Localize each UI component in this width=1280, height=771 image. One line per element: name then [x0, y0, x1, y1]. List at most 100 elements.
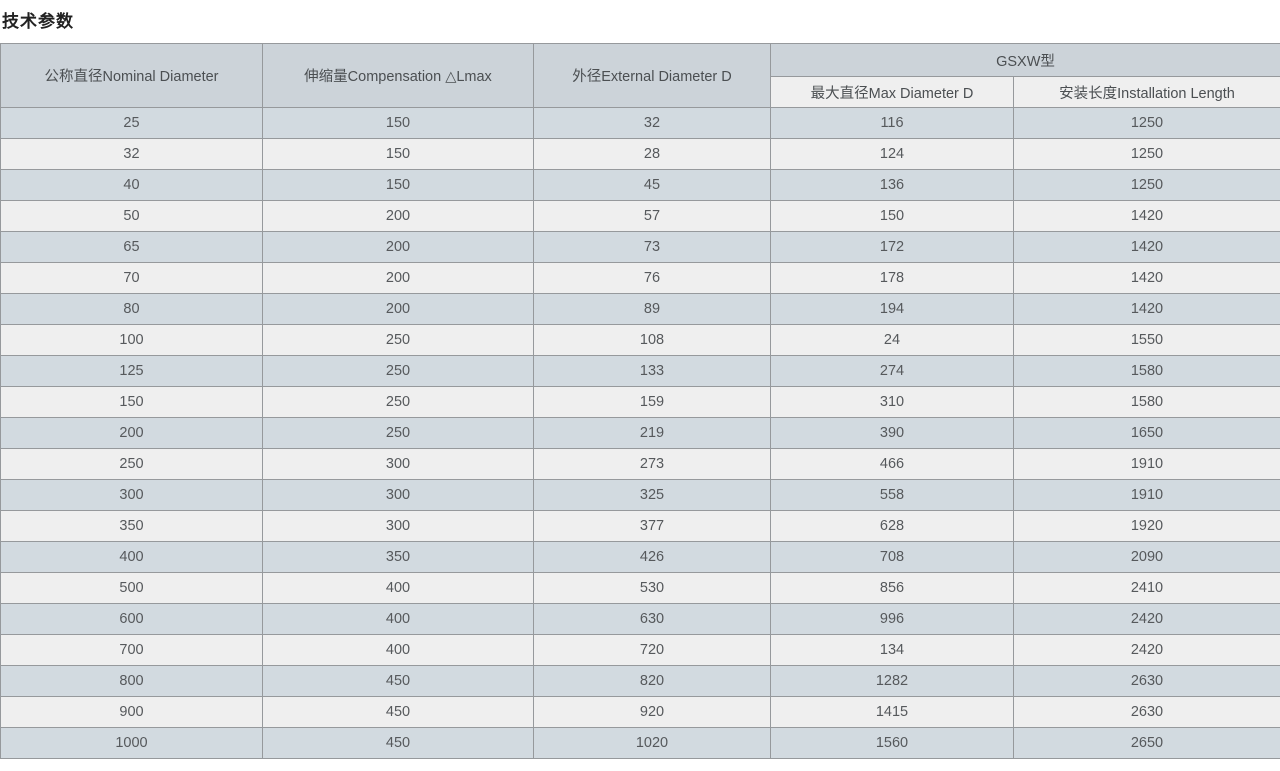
table-row: 350 300 377 628 1920	[0, 510, 1280, 542]
table-cell: 1420	[1013, 231, 1280, 263]
table-cell: 194	[770, 293, 1014, 325]
table-cell: 1250	[1013, 138, 1280, 170]
table-cell: 1250	[1013, 107, 1280, 139]
table-cell: 274	[770, 355, 1014, 387]
column-group-header-gsxw: GSXW型	[770, 43, 1280, 77]
table-cell: 1920	[1013, 510, 1280, 542]
table-cell: 1580	[1013, 355, 1280, 387]
table-row: 700 400 720 134 2420	[0, 634, 1280, 666]
table-cell: 150	[262, 169, 534, 201]
table-cell: 250	[262, 386, 534, 418]
table-cell: 200	[262, 293, 534, 325]
table-cell: 390	[770, 417, 1014, 449]
table-cell: 450	[262, 665, 534, 697]
table-cell: 116	[770, 107, 1014, 139]
table-cell: 136	[770, 169, 1014, 201]
table-cell: 1580	[1013, 386, 1280, 418]
column-header-installation-length: 安装长度Installation Length	[1013, 76, 1280, 108]
table-cell: 350	[262, 541, 534, 573]
table-row: 900 450 920 1415 2630	[0, 696, 1280, 728]
table-cell: 856	[770, 572, 1014, 604]
table-cell: 250	[0, 448, 263, 480]
table-cell: 300	[262, 510, 534, 542]
table-row: 600 400 630 996 2420	[0, 603, 1280, 635]
table-cell: 1550	[1013, 324, 1280, 356]
table-cell: 150	[770, 200, 1014, 232]
table-cell: 1560	[770, 727, 1014, 759]
table-cell: 700	[0, 634, 263, 666]
page-title: 技术参数	[2, 12, 74, 31]
column-header-compensation: 伸缩量Compensation △Lmax	[262, 43, 534, 108]
table-cell: 65	[0, 231, 263, 263]
table-cell: 50	[0, 200, 263, 232]
table-row: 25 150 32 116 1250	[0, 107, 1280, 139]
table-cell: 133	[533, 355, 771, 387]
table-cell: 200	[262, 231, 534, 263]
table-cell: 900	[0, 696, 263, 728]
table-cell: 1910	[1013, 479, 1280, 511]
table-cell: 1420	[1013, 293, 1280, 325]
table-cell: 219	[533, 417, 771, 449]
table-cell: 558	[770, 479, 1014, 511]
table-cell: 80	[0, 293, 263, 325]
table-cell: 200	[0, 417, 263, 449]
table-cell: 178	[770, 262, 1014, 294]
table-cell: 1282	[770, 665, 1014, 697]
table-row: 200 250 219 390 1650	[0, 417, 1280, 449]
table-cell: 1910	[1013, 448, 1280, 480]
table-cell: 426	[533, 541, 771, 573]
table-header: 公称直径Nominal Diameter 伸缩量Compensation △Lm…	[0, 43, 1280, 108]
table-cell: 300	[0, 479, 263, 511]
table-cell: 159	[533, 386, 771, 418]
table-body: 25 150 32 116 1250 32 150 28 124 1250 40 150 45 136 12…	[0, 107, 1280, 759]
table-cell: 250	[262, 417, 534, 449]
table-cell: 89	[533, 293, 771, 325]
table-cell: 400	[262, 634, 534, 666]
table-cell: 310	[770, 386, 1014, 418]
table-row: 300 300 325 558 1910	[0, 479, 1280, 511]
table-cell: 377	[533, 510, 771, 542]
table-row: 1000 450 1020 1560 2650	[0, 727, 1280, 759]
table-cell: 820	[533, 665, 771, 697]
table-cell: 250	[262, 355, 534, 387]
table-cell: 1420	[1013, 262, 1280, 294]
table-cell: 708	[770, 541, 1014, 573]
column-header-external-diameter: 外径External Diameter D	[533, 43, 771, 108]
table-cell: 57	[533, 200, 771, 232]
table-cell: 150	[0, 386, 263, 418]
table-cell: 40	[0, 169, 263, 201]
table-cell: 172	[770, 231, 1014, 263]
table-row: 400 350 426 708 2090	[0, 541, 1280, 573]
table-cell: 200	[262, 200, 534, 232]
table-cell: 800	[0, 665, 263, 697]
table-cell: 2630	[1013, 696, 1280, 728]
table-cell: 630	[533, 603, 771, 635]
table-cell: 124	[770, 138, 1014, 170]
table-row: 70 200 76 178 1420	[0, 262, 1280, 294]
table-cell: 920	[533, 696, 771, 728]
table-cell: 400	[0, 541, 263, 573]
table-cell: 32	[533, 107, 771, 139]
table-cell: 996	[770, 603, 1014, 635]
table-cell: 530	[533, 572, 771, 604]
table-cell: 1000	[0, 727, 263, 759]
table-cell: 2630	[1013, 665, 1280, 697]
table-cell: 2410	[1013, 572, 1280, 604]
table-cell: 45	[533, 169, 771, 201]
table-cell: 1650	[1013, 417, 1280, 449]
table-cell: 150	[262, 107, 534, 139]
table-cell: 2650	[1013, 727, 1280, 759]
table-cell: 150	[262, 138, 534, 170]
table-cell: 2420	[1013, 603, 1280, 635]
table-cell: 466	[770, 448, 1014, 480]
table-cell: 325	[533, 479, 771, 511]
table-row: 65 200 73 172 1420	[0, 231, 1280, 263]
table-row: 40 150 45 136 1250	[0, 169, 1280, 201]
table-cell: 600	[0, 603, 263, 635]
table-cell: 200	[262, 262, 534, 294]
table-cell: 2420	[1013, 634, 1280, 666]
table-cell: 125	[0, 355, 263, 387]
column-header-nominal-diameter: 公称直径Nominal Diameter	[0, 43, 263, 108]
table-cell: 1250	[1013, 169, 1280, 201]
